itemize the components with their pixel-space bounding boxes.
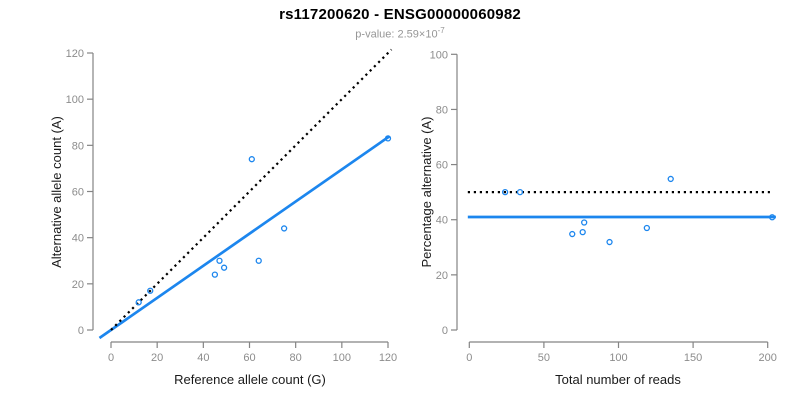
data-point <box>769 214 776 221</box>
left-y-axis-title: Alternative allele count (A) <box>49 116 64 268</box>
figure-title: rs117200620 - ENSG00000060982 <box>279 6 521 23</box>
data-point <box>216 257 223 264</box>
data-point <box>220 264 228 271</box>
data-point <box>569 230 576 238</box>
y-tick-label: 80 <box>436 104 448 116</box>
y-tick-label: 40 <box>436 215 448 227</box>
left-x-axis-title: Reference allele count (G) <box>174 372 326 387</box>
identity-line <box>110 48 393 331</box>
y-tick-label: 0 <box>442 325 448 337</box>
x-tick-label: 40 <box>197 352 209 364</box>
data-point <box>581 219 588 226</box>
p-value-exponent: -7 <box>437 26 445 35</box>
y-tick-label: 80 <box>72 140 84 152</box>
data-point <box>606 238 613 246</box>
data-point <box>147 287 154 294</box>
x-tick-label: 0 <box>466 352 472 364</box>
x-tick-label: 120 <box>379 352 397 364</box>
y-tick-label: 40 <box>72 233 84 245</box>
x-tick-label: 200 <box>759 352 777 364</box>
y-tick-label: 20 <box>72 279 84 291</box>
right-x-axis-title: Total number of reads <box>555 372 681 387</box>
data-point <box>384 135 392 142</box>
x-tick-label: 80 <box>290 352 302 364</box>
data-point <box>280 225 288 232</box>
y-tick-label: 60 <box>436 160 448 172</box>
x-tick-label: 150 <box>684 352 702 364</box>
data-point <box>643 224 650 232</box>
right-y-axis-title: Percentage alternative (A) <box>419 116 434 268</box>
data-point <box>248 156 255 163</box>
y-tick-label: 20 <box>436 270 448 282</box>
y-tick-label: 100 <box>430 49 448 61</box>
data-point <box>135 299 142 306</box>
data-point <box>516 188 524 196</box>
y-tick-label: 120 <box>66 48 84 60</box>
x-tick-label: 100 <box>333 352 351 364</box>
data-point <box>667 175 674 183</box>
fit-line <box>98 135 391 340</box>
p-value-text: p-value: 2.59×10 <box>355 28 438 41</box>
y-tick-label: 100 <box>66 94 84 106</box>
x-tick-label: 50 <box>538 352 550 364</box>
data-point <box>579 228 586 236</box>
x-tick-label: 60 <box>243 352 255 364</box>
x-tick-label: 0 <box>108 352 114 364</box>
data-point <box>211 271 219 278</box>
data-point <box>501 188 509 196</box>
x-tick-label: 20 <box>151 352 163 364</box>
figure-subtitle: p-value: 2.59×10-7 <box>0 26 800 41</box>
y-tick-label: 60 <box>72 187 84 199</box>
data-point <box>255 257 262 264</box>
x-tick-label: 100 <box>609 352 627 364</box>
y-tick-label: 0 <box>78 325 84 337</box>
